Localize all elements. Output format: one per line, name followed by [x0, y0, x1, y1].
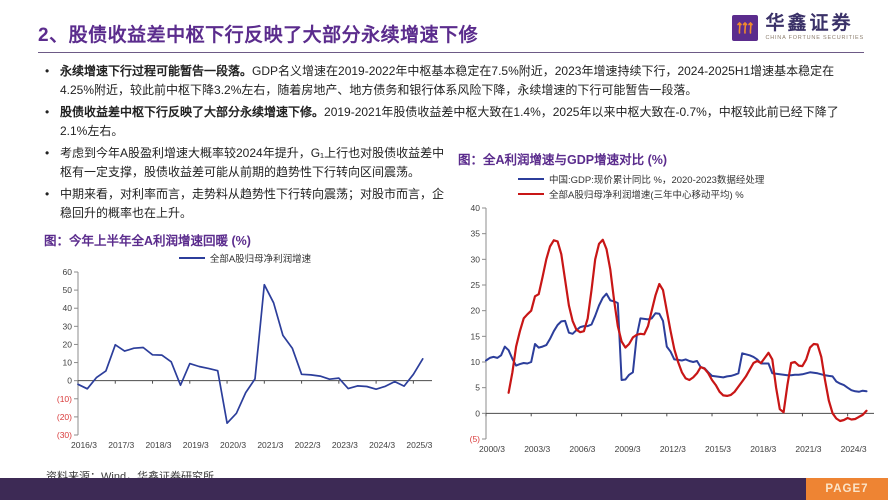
legend-line-swatch — [178, 256, 205, 259]
svg-text:30: 30 — [63, 321, 73, 331]
footer-bar — [0, 478, 806, 500]
svg-text:30: 30 — [471, 254, 481, 264]
page-number: PAGE7 — [806, 478, 888, 500]
bullet-item: 考虑到今年A股盈利增速大概率较2024年提升，G₁上行也对股债收益差中枢有一定支… — [44, 144, 446, 182]
legend-label: 全部A股归母净利润增速 — [209, 253, 312, 265]
svg-text:2003/3: 2003/3 — [524, 444, 550, 454]
svg-text:5: 5 — [475, 382, 480, 392]
svg-text:2000/3: 2000/3 — [479, 444, 505, 454]
bullet-list-top: 永续增速下行过程可能暂告一段落。GDP名义增速在2019-2022年中枢基本稳定… — [44, 62, 862, 141]
legend-item: 全部A股归母净利润增速(三年中心移动平均) % — [518, 187, 882, 201]
legend-right-chart: 中国:GDP:现价累计同比 %，2020-2023数据经处理 全部A股归母净利润… — [518, 172, 882, 201]
svg-text:(20): (20) — [57, 412, 72, 422]
svg-text:0: 0 — [475, 408, 480, 418]
svg-text:2012/3: 2012/3 — [660, 444, 686, 454]
logo-glyph-icon — [737, 21, 754, 34]
svg-text:2015/3: 2015/3 — [705, 444, 731, 454]
company-name: 华鑫证券 — [765, 13, 854, 34]
footer: PAGE7 — [0, 478, 888, 500]
svg-text:2019/3: 2019/3 — [183, 440, 209, 450]
svg-text:(30): (30) — [57, 430, 72, 440]
svg-text:15: 15 — [471, 331, 481, 341]
svg-text:60: 60 — [63, 267, 73, 277]
legend-item: 中国:GDP:现价累计同比 %，2020-2023数据经处理 — [518, 172, 882, 186]
legend-line-swatch — [518, 192, 544, 195]
legend-label: 全部A股归母净利润增速(三年中心移动平均) % — [549, 189, 744, 201]
svg-text:40: 40 — [471, 203, 481, 213]
right-column: 图：全A利润增速与GDP增速对比 (%) 中国:GDP:现价累计同比 %，202… — [458, 144, 882, 484]
svg-text:2024/3: 2024/3 — [841, 444, 867, 454]
svg-text:20: 20 — [471, 305, 481, 315]
company-name-en: CHINA FORTUNE SECURITIES — [765, 34, 864, 41]
legend-line-swatch — [518, 177, 544, 180]
bullet-text: 考虑到今年A股盈利增速大概率较2024年提升，G₁上行也对股债收益差中枢有一定支… — [60, 145, 445, 179]
profit-growth-chart: 60 50 40 30 20 10 0 (10) (20) (30)2016/3 2017/3 201… — [57, 267, 433, 450]
svg-text:2025/3: 2025/3 — [406, 440, 432, 450]
svg-text:10: 10 — [471, 357, 481, 367]
bullet-text: GDP名义增速在2019-2022年中枢基本稳定在7.5%附近，2023年增速持… — [60, 64, 835, 97]
bullet-item: 股债收益差中枢下行反映了大部分永续增速下修。2019-2021年股债收益差中枢大… — [44, 103, 862, 141]
bullet-lead: 股债收益差中枢下行反映了大部分永续增速下修。 — [60, 104, 325, 119]
svg-text:2021/3: 2021/3 — [795, 444, 821, 454]
content-columns: 考虑到今年A股盈利增速大概率较2024年提升，G₁上行也对股债收益差中枢有一定支… — [44, 144, 880, 484]
svg-text:35: 35 — [471, 228, 481, 238]
svg-text:2024/3: 2024/3 — [369, 440, 395, 450]
left-column: 考虑到今年A股盈利增速大概率较2024年提升，G₁上行也对股债收益差中枢有一定支… — [44, 144, 446, 484]
page-title: 2、股债收益差中枢下行反映了大部分永续增速下修 — [38, 25, 479, 46]
svg-text:0: 0 — [67, 375, 72, 385]
company-logo-text: 华鑫证券 CHINA FORTUNE SECURITIES — [765, 14, 864, 42]
svg-text:2020/3: 2020/3 — [220, 440, 246, 450]
svg-text:25: 25 — [471, 280, 481, 290]
svg-text:2006/3: 2006/3 — [569, 444, 595, 454]
svg-text:(5): (5) — [470, 434, 481, 444]
bullet-text: 中期来看，对利率而言，走势料从趋势性下行转向震荡；对股市而言，企稳回升的概率也在… — [60, 186, 445, 220]
svg-text:2022/3: 2022/3 — [295, 440, 321, 450]
svg-text:10: 10 — [63, 357, 73, 367]
svg-text:(10): (10) — [57, 393, 72, 403]
profit-vs-gdp-chart: 40 35 30 25 20 15 10 5 0 (5)2000/3 2003/3 2006/3 200… — [470, 203, 874, 454]
bullet-item: 中期来看，对利率而言，走势料从趋势性下行转向震荡；对股市而言，企稳回升的概率也在… — [44, 185, 446, 223]
svg-text:2018/3: 2018/3 — [146, 440, 172, 450]
svg-text:20: 20 — [63, 339, 73, 349]
svg-text:2021/3: 2021/3 — [257, 440, 283, 450]
bullet-text: 2019-2021年股债收益差中枢大致在1.4%，2025年以来中枢大致在-0.… — [60, 104, 839, 138]
bullet-lead: 永续增速下行过程可能暂告一段落。 — [60, 64, 253, 78]
bullet-list-left: 考虑到今年A股盈利增速大概率较2024年提升，G₁上行也对股债收益差中枢有一定支… — [44, 144, 446, 223]
svg-text:2016/3: 2016/3 — [71, 440, 97, 450]
svg-text:40: 40 — [63, 303, 73, 313]
svg-text:50: 50 — [63, 285, 73, 295]
bullet-item: 永续增速下行过程可能暂告一段落。GDP名义增速在2019-2022年中枢基本稳定… — [44, 62, 862, 100]
header-divider — [38, 52, 864, 53]
legend-left-chart: 全部A股归母净利润增速 — [44, 251, 446, 265]
svg-text:2018/3: 2018/3 — [750, 444, 776, 454]
svg-text:2017/3: 2017/3 — [108, 440, 134, 450]
figure-title-left: 图：今年上半年全A利润增速回暖 (%) — [44, 233, 251, 248]
company-logo-icon — [732, 14, 759, 41]
figure-title-right: 图：全A利润增速与GDP增速对比 (%) — [458, 152, 668, 167]
header: 2、股债收益差中枢下行反映了大部分永续增速下修 华鑫证券 CHINA FORTU… — [0, 0, 888, 47]
legend-label: 中国:GDP:现价累计同比 %，2020-2023数据经处理 — [549, 174, 765, 186]
legend-item: 全部A股归母净利润增速 — [178, 251, 312, 265]
company-logo: 华鑫证券 CHINA FORTUNE SECURITIES — [732, 14, 864, 42]
svg-text:2023/3: 2023/3 — [332, 440, 358, 450]
svg-text:2009/3: 2009/3 — [615, 444, 641, 454]
